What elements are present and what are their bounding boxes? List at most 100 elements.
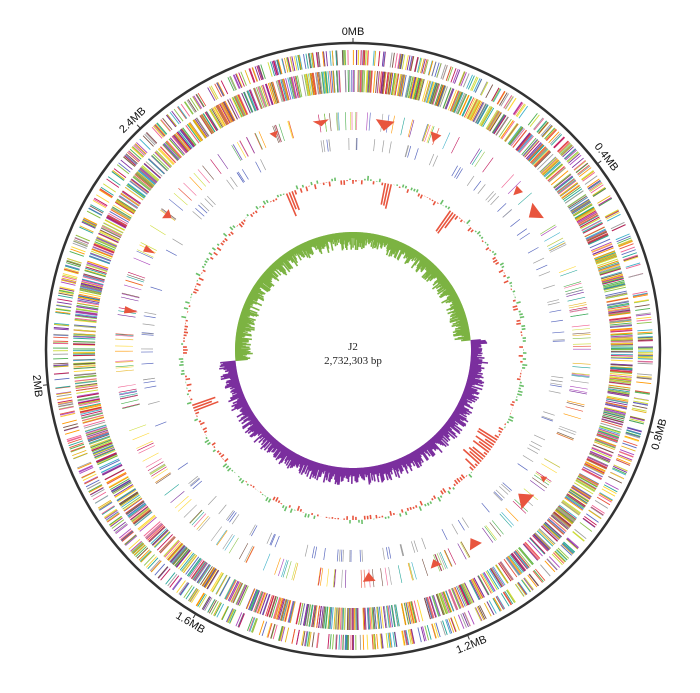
cog-reverse-tick [181, 553, 196, 572]
cog-forward-tick [422, 626, 427, 642]
cog-forward-tick [427, 60, 433, 76]
gc-skew-bar [416, 448, 422, 455]
cog-reverse-tick [507, 125, 522, 145]
gc-skew-bar [239, 314, 256, 322]
gc-skew-bar [307, 460, 313, 471]
cog-forward-tick [408, 55, 413, 71]
cog-forward-tick [189, 97, 199, 111]
cog-sparse-tick [489, 522, 502, 537]
feature-spike [269, 130, 278, 138]
cog-reverse-tick [175, 132, 191, 151]
cog-forward-tick [391, 52, 395, 68]
cog-reverse-tick [533, 150, 550, 167]
gc-skew-bar [257, 428, 266, 437]
feature-tick [404, 145, 409, 157]
cog-forward-tick [467, 610, 475, 625]
cog-reverse-tick [495, 564, 509, 584]
gc-skew-bar [377, 465, 384, 483]
cog-forward-tick [249, 68, 256, 83]
cog-reverse-tick [318, 72, 322, 95]
cog-reverse-tick [322, 606, 326, 629]
cog-reverse-tick [533, 533, 550, 550]
gc-skew-bar [385, 237, 390, 246]
cog-reverse-tick [556, 508, 575, 523]
gc-content-bar [518, 387, 521, 390]
gc-skew-bar [362, 232, 367, 249]
gc-content-bar [512, 299, 516, 302]
gc-content-bar [510, 403, 515, 407]
gc-content-bar [519, 313, 523, 316]
cog-reverse-tick [532, 149, 549, 166]
cog-reverse-tick [587, 456, 609, 467]
cog-forward-tick [291, 628, 296, 644]
cog-forward-tick [407, 629, 412, 645]
gc-content-bar [196, 282, 201, 287]
gc-content-bar [474, 230, 477, 233]
gc-skew-bar [459, 317, 467, 322]
cog-forward-tick [598, 198, 613, 207]
cog-forward-tick [558, 142, 571, 154]
cog-forward-tick [366, 634, 369, 650]
cog-forward-tick [385, 633, 389, 649]
cog-reverse-tick [189, 122, 203, 141]
cog-forward-tick [81, 221, 96, 229]
cog-forward-tick [613, 465, 628, 473]
cog-reverse-tick [486, 110, 500, 130]
cog-reverse-tick [130, 179, 149, 194]
cog-forward-tick [403, 630, 408, 646]
cog-reverse-tick [112, 482, 132, 495]
cog-forward-tick [404, 630, 408, 646]
cog-reverse-tick [386, 605, 391, 628]
cog-forward-tick [65, 262, 81, 268]
gc-skew-bar [411, 451, 419, 463]
cog-forward-tick [119, 528, 132, 539]
cog-forward-tick [147, 557, 159, 570]
gc-skew-bar [468, 371, 478, 375]
cog-forward-tick [229, 609, 237, 624]
gc-content-bar [183, 307, 189, 310]
gc-skew-bar [449, 316, 467, 324]
cog-forward-tick [236, 73, 243, 88]
cog-forward-tick [410, 56, 415, 71]
cog-reverse-tick [78, 400, 101, 407]
cog-forward-tick [466, 74, 473, 89]
cog-forward-tick [572, 531, 585, 542]
gc-skew-bar [257, 279, 271, 291]
cog-forward-tick [504, 591, 514, 605]
cog-reverse-tick [102, 464, 123, 476]
cog-forward-tick [625, 433, 640, 439]
gc-skew-bar [274, 261, 288, 276]
cog-forward-tick [569, 154, 582, 166]
gc-skew-bar [373, 234, 379, 249]
gc-skew-bar [447, 306, 464, 315]
gc-skew-bar [336, 467, 341, 485]
feature-tick [231, 514, 240, 525]
cog-reverse-tick [104, 219, 125, 231]
feature-tick [206, 195, 216, 206]
cog-reverse-tick [174, 133, 189, 152]
cog-reverse-tick [544, 522, 561, 539]
cog-reverse-tick [171, 546, 186, 564]
cog-forward-tick [567, 537, 579, 548]
cog-reverse-tick [511, 552, 527, 571]
cog-forward-tick [523, 577, 534, 591]
cog-reverse-tick [246, 588, 256, 610]
gc-skew-bar [235, 335, 243, 339]
gc-skew-bar [365, 232, 369, 246]
cog-reverse-tick [603, 410, 626, 417]
cog-reverse-tick [599, 267, 621, 276]
cog-forward-tick [463, 612, 471, 627]
cog-reverse-tick [94, 448, 115, 458]
cog-forward-tick [82, 219, 97, 227]
cog-reverse-tick [530, 147, 547, 164]
gc-content-bar [222, 232, 228, 237]
cog-reverse-tick [445, 88, 454, 110]
cog-sparse-tick [282, 560, 289, 578]
cog-forward-tick [473, 78, 481, 93]
cog-forward-tick [244, 69, 251, 85]
cog-reverse-tick [274, 597, 282, 620]
gc-skew-bar [223, 366, 237, 371]
gc-skew-bar [235, 356, 248, 360]
gc-skew-bar [450, 302, 462, 309]
gc-skew-bar [266, 268, 274, 275]
